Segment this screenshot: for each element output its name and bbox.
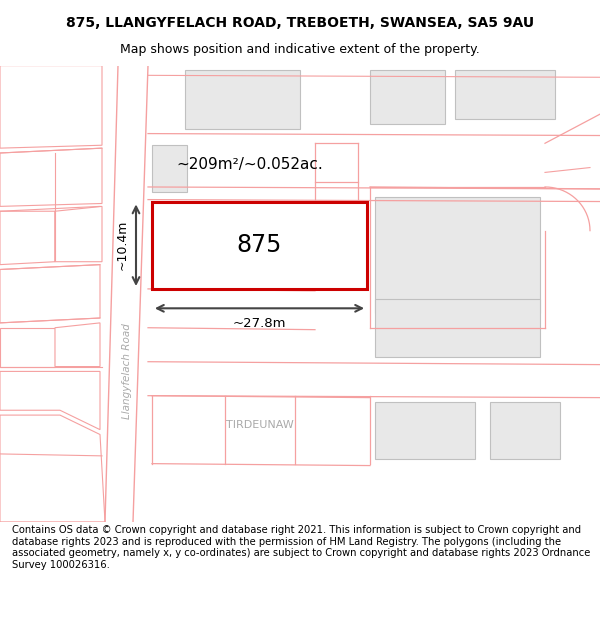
Polygon shape	[0, 66, 102, 148]
Polygon shape	[0, 328, 55, 366]
Text: ~27.8m: ~27.8m	[233, 318, 286, 331]
Text: 875: 875	[237, 233, 282, 258]
Bar	[375, 197, 540, 313]
Bar	[152, 145, 187, 192]
Text: ~10.4m: ~10.4m	[115, 220, 128, 271]
Bar	[185, 71, 300, 129]
Bar	[375, 402, 475, 459]
Text: TIRDEUNAW: TIRDEUNAW	[226, 420, 294, 430]
Polygon shape	[55, 206, 102, 262]
Bar	[152, 206, 187, 283]
Polygon shape	[0, 371, 100, 429]
Polygon shape	[0, 264, 100, 323]
Bar	[370, 71, 445, 124]
Text: Llangyfelach Road: Llangyfelach Road	[122, 324, 132, 419]
Bar	[152, 201, 367, 289]
Polygon shape	[0, 148, 102, 206]
Bar	[490, 402, 560, 459]
Bar	[375, 299, 540, 357]
Polygon shape	[55, 323, 100, 366]
Polygon shape	[0, 415, 105, 522]
Text: ~209m²/~0.052ac.: ~209m²/~0.052ac.	[176, 157, 323, 172]
Text: 875, LLANGYFELACH ROAD, TREBOETH, SWANSEA, SA5 9AU: 875, LLANGYFELACH ROAD, TREBOETH, SWANSE…	[66, 16, 534, 30]
Text: Contains OS data © Crown copyright and database right 2021. This information is : Contains OS data © Crown copyright and d…	[12, 525, 590, 570]
Bar	[455, 71, 555, 119]
Polygon shape	[0, 211, 55, 264]
Text: Map shows position and indicative extent of the property.: Map shows position and indicative extent…	[120, 42, 480, 56]
